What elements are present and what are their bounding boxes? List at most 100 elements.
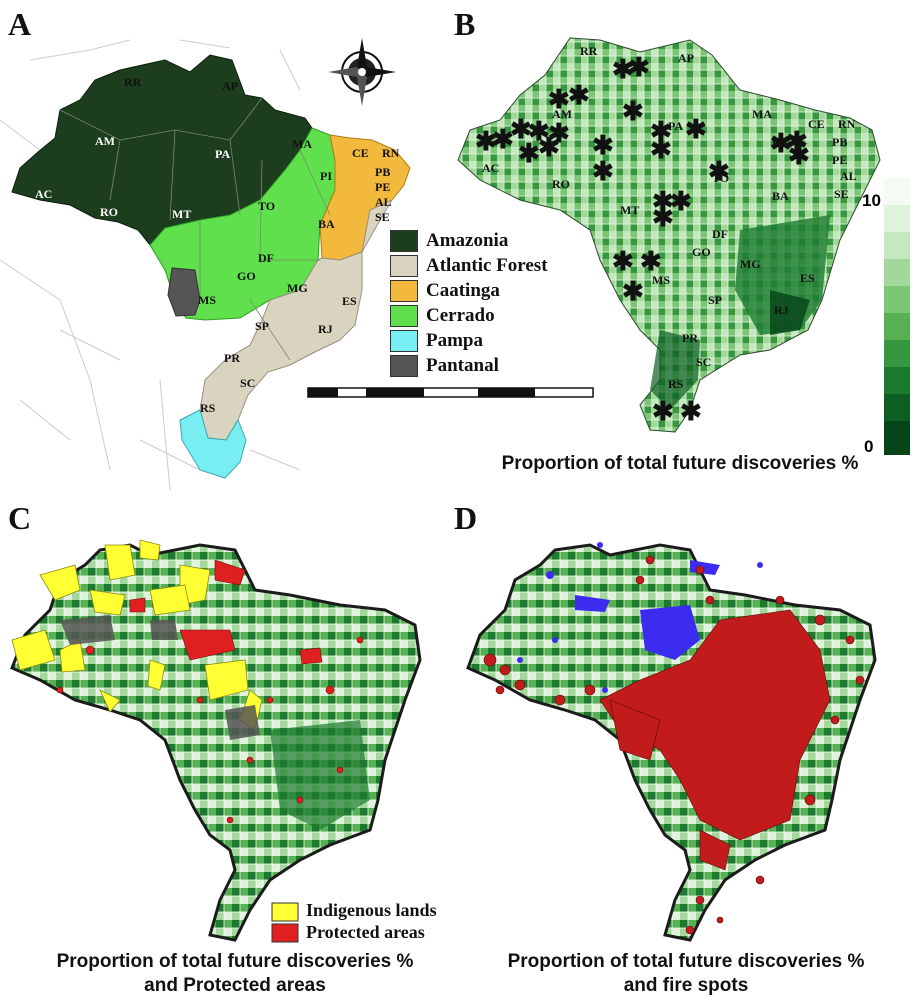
legend-item-cerrado: Cerrado xyxy=(390,305,495,327)
legend-label: Atlantic Forest xyxy=(426,255,548,276)
state-label: BA xyxy=(318,217,335,231)
legend-label: Cerrado xyxy=(426,305,495,326)
state-label: CE xyxy=(808,117,825,131)
legend-swatch xyxy=(390,280,418,302)
marker-star: ✱ xyxy=(652,186,674,216)
legend-label: Amazonia xyxy=(426,230,509,251)
legend-label: Pantanal xyxy=(426,355,499,376)
protected-areas-layer xyxy=(56,559,364,824)
state-label: RO xyxy=(100,205,118,219)
legend-label: Protected areas xyxy=(306,922,425,942)
state-label: DF xyxy=(258,251,274,265)
state-label: MT xyxy=(620,203,639,217)
marker-star: ✱ xyxy=(670,186,692,216)
legend-label: Indigenous lands xyxy=(306,900,437,920)
marker-star: ✱ xyxy=(548,84,570,114)
state-label: PA xyxy=(668,119,683,133)
panel-letter-a: A xyxy=(8,6,32,42)
legend-item-indigenous-lands: Indigenous lands xyxy=(306,900,437,921)
caption-line: and fire spots xyxy=(623,975,749,996)
marker-star: ✱ xyxy=(492,124,514,154)
marker-star: ✱ xyxy=(612,54,634,84)
state-label: GO xyxy=(692,245,711,259)
state-label: AC xyxy=(35,187,52,201)
state-label: MS xyxy=(652,273,670,287)
marker-star: ✱ xyxy=(770,128,792,158)
state-label: PR xyxy=(224,351,240,365)
state-label: BA xyxy=(772,189,789,203)
panel-c-map xyxy=(10,539,422,943)
state-label: MA xyxy=(752,107,772,121)
state-label: RR xyxy=(580,44,598,58)
legend-item-pantanal: Pantanal xyxy=(390,355,499,377)
state-label: AM xyxy=(552,107,572,121)
state-label: AM xyxy=(95,134,115,148)
marker-star: ✱ xyxy=(650,134,672,164)
panel-d-caption: Proportion of total future discoveries %… xyxy=(466,950,906,998)
state-label: PE xyxy=(375,180,390,194)
marker-star: ✱ xyxy=(612,246,634,276)
legend-swatch-protected xyxy=(271,923,299,943)
scale-bar xyxy=(307,387,594,398)
blue-points-layer xyxy=(517,542,763,693)
state-label: CE xyxy=(352,146,369,160)
state-label: PR xyxy=(682,331,698,345)
panel-letter-d: D xyxy=(454,500,478,536)
marker-star: ✱ xyxy=(510,114,532,144)
state-label: MT xyxy=(172,207,191,221)
state-label: RO xyxy=(552,177,570,191)
legend-label: Pampa xyxy=(426,330,483,351)
scale-max-label: 10 xyxy=(862,191,881,210)
state-label: SP xyxy=(255,319,269,333)
state-label: PB xyxy=(375,165,390,179)
marker-star: ✱ xyxy=(786,126,808,156)
state-label: RJ xyxy=(318,322,333,336)
discovery-markers: ✱ ✱ ✱ ✱ ✱ ✱ ✱ ✱ ✱ ✱ ✱ ✱ ✱ ✱ ✱ ✱ ✱ ✱ ✱ ✱ … xyxy=(475,52,810,426)
marker-star: ✱ xyxy=(652,202,674,232)
panel-b-state-labels: RR AP AM PA MA CE RN PI PB PE AL SE AC R… xyxy=(482,44,857,391)
marker-star: ✱ xyxy=(628,52,650,82)
state-label: RN xyxy=(838,117,856,131)
state-label: ES xyxy=(342,294,357,308)
state-label: DF xyxy=(712,227,728,241)
panel-d-map xyxy=(466,542,877,942)
state-label: PE xyxy=(832,153,847,167)
marker-star: ✱ xyxy=(548,118,570,148)
marker-star: ✱ xyxy=(640,246,662,276)
marker-star: ✱ xyxy=(568,80,590,110)
state-label: PI xyxy=(772,137,784,151)
state-label: AP xyxy=(678,51,694,65)
legend-item-pampa: Pampa xyxy=(390,330,483,352)
state-label: MG xyxy=(740,257,761,271)
legend-swatch-indigenous xyxy=(271,902,299,922)
legend-swatch xyxy=(390,255,418,277)
state-label: SP xyxy=(708,293,722,307)
legend-swatch xyxy=(390,305,418,327)
panel-a-map: RR AP AM PA MA CE RN PB PE AL SE AC RO M… xyxy=(0,38,594,491)
panel-a-state-labels: RR AP AM PA MA CE RN PB PE AL SE AC RO M… xyxy=(35,75,400,415)
marker-star: ✱ xyxy=(592,130,614,160)
state-label: TO xyxy=(258,199,275,213)
legend-swatch xyxy=(390,330,418,352)
state-label: MS xyxy=(198,293,216,307)
marker-star: ✱ xyxy=(475,126,497,156)
state-label: SE xyxy=(834,187,849,201)
marker-star: ✱ xyxy=(788,140,810,170)
panel-b-caption: Proportion of total future discoveries % xyxy=(501,453,859,474)
panel-letter-c: C xyxy=(8,500,32,536)
state-label: PI xyxy=(320,169,332,183)
state-label: AC xyxy=(482,161,499,175)
marker-star: ✱ xyxy=(680,396,702,426)
marker-star: ✱ xyxy=(592,156,614,186)
panel-c-caption: Proportion of total future discoveries %… xyxy=(20,950,450,998)
compass-rose-icon xyxy=(328,38,396,106)
panel-letter-b: B xyxy=(454,6,476,42)
state-label: RS xyxy=(200,401,216,415)
state-label: AP xyxy=(222,79,238,93)
legend-swatch xyxy=(390,230,418,252)
caption-line: Proportion of total future discoveries % xyxy=(507,951,865,972)
marker-star: ✱ xyxy=(622,276,644,306)
marker-star: ✱ xyxy=(538,132,560,162)
state-label: SC xyxy=(240,376,255,390)
state-label: MG xyxy=(287,281,308,295)
